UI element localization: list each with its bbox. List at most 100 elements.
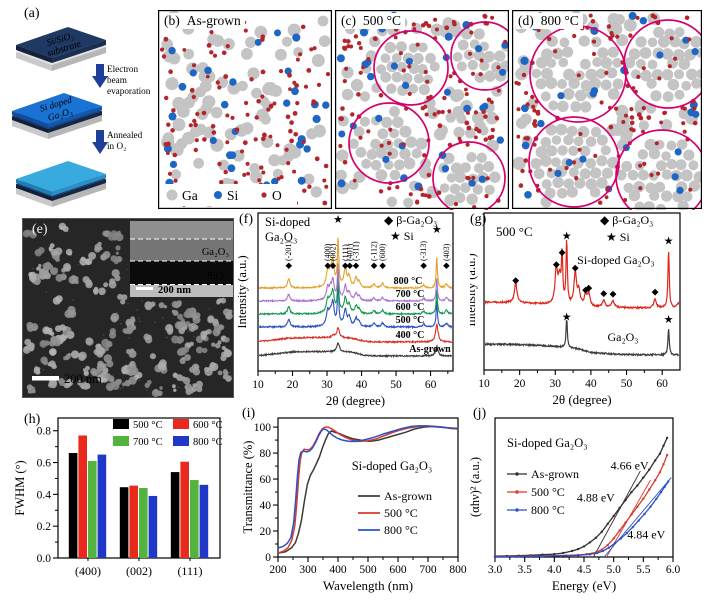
- curve-label: 600 °C: [396, 302, 425, 313]
- legend-beta-ga2o3: ◆ β-Ga₂O₃: [600, 213, 653, 227]
- bar-500°C: [119, 487, 129, 558]
- o-atom: [426, 95, 431, 100]
- ga-atom: [161, 38, 174, 51]
- slab-front-face: [16, 45, 52, 63]
- xrd-curve: [259, 282, 452, 330]
- ga-atom: [484, 184, 495, 195]
- bar-700°C: [190, 480, 199, 558]
- ga-atom: [661, 48, 674, 60]
- si-atom: [359, 28, 369, 37]
- o-atom: [434, 27, 439, 32]
- sem-grain: [130, 319, 135, 324]
- o-atom: [378, 189, 384, 194]
- curve-label: 700 °C: [396, 289, 425, 300]
- ga-atom: [464, 127, 476, 139]
- o-atom: [161, 54, 167, 59]
- sem-grain: [85, 365, 90, 371]
- scale-label: 200 nm: [64, 372, 102, 386]
- o-atom: [457, 136, 462, 141]
- data-marker: [600, 530, 603, 533]
- si-atom: [178, 82, 187, 91]
- sem-speckle: [208, 308, 211, 310]
- sem-grain: [202, 347, 208, 354]
- sem-grain: [36, 266, 40, 271]
- si-atom: [676, 186, 684, 194]
- inset-scale-bar: [136, 287, 153, 290]
- data-marker: [601, 549, 605, 553]
- bar-600°C: [78, 435, 87, 558]
- x-tick-label: 10: [252, 379, 264, 391]
- data-marker: [541, 555, 544, 558]
- si-atom: [656, 51, 664, 59]
- o-atom: [654, 141, 659, 146]
- sem-grain: [153, 388, 159, 394]
- sem-grain: [100, 255, 105, 260]
- sem-grain: [97, 360, 104, 368]
- sem-speckle: [120, 323, 122, 325]
- o-atom: [635, 15, 640, 20]
- o-atom: [288, 128, 293, 134]
- o-atom: [629, 107, 634, 112]
- sem-grain: [63, 264, 71, 272]
- si-atom: [229, 78, 237, 86]
- ga-atom: [420, 158, 432, 170]
- scale-bar: [32, 376, 59, 381]
- ga-atom: [691, 78, 702, 89]
- y-tick-label: 0.0: [37, 553, 52, 565]
- o-atom: [234, 127, 240, 132]
- o-atom: [437, 123, 443, 129]
- inset-ga2o3-label: Ga₂O₃: [202, 247, 229, 258]
- panel-letter-j: (j): [473, 406, 487, 421]
- x-tick-label: 5.0: [606, 564, 621, 576]
- x-axis-title: Wavelength (nm): [323, 578, 413, 593]
- sem-grain: [128, 324, 133, 328]
- o-atom: [357, 41, 362, 46]
- ga-atom: [452, 52, 463, 62]
- ga-atom: [650, 90, 662, 102]
- o-atom: [340, 106, 345, 111]
- ga-atom: [690, 36, 702, 48]
- ga-atom: [674, 27, 685, 38]
- ga-atom: [647, 37, 658, 48]
- sem-speckle: [49, 337, 51, 340]
- o-atom: [496, 65, 501, 70]
- sem-speckle: [116, 311, 118, 313]
- ga-atom: [597, 47, 609, 59]
- data-marker: [624, 521, 627, 524]
- o-atom: [636, 74, 641, 79]
- inset-top-band: [130, 221, 233, 239]
- ga-atom: [612, 57, 623, 68]
- o-atom: [166, 122, 171, 127]
- sem-grain: [195, 380, 203, 388]
- sem-grain: [185, 321, 191, 327]
- ga-atom: [681, 80, 692, 91]
- sem-grain: [115, 251, 119, 255]
- si-atom: [375, 114, 383, 122]
- bar-800°C: [148, 495, 158, 558]
- y-axis-title: Intensity (a.u.): [238, 255, 249, 328]
- ga-atom: [467, 59, 478, 71]
- o-atom: [465, 142, 470, 147]
- x-tick-label: 500: [359, 564, 377, 576]
- ga2o3-peak-diamond-icon: ◆: [559, 247, 566, 257]
- ga-atom: [544, 187, 556, 199]
- data-marker: [618, 506, 621, 510]
- sem-grain: [77, 380, 82, 384]
- o-atom: [483, 137, 488, 142]
- sem-grain: [121, 294, 128, 301]
- ga-atom: [391, 53, 402, 63]
- cluster-circle: [528, 116, 620, 208]
- o-atom: [289, 138, 294, 144]
- o-atom: [316, 82, 322, 87]
- sem-grain: [42, 326, 51, 335]
- o-atom: [166, 151, 170, 156]
- x-tick-label: 200: [269, 564, 287, 576]
- o-atom: [342, 160, 348, 165]
- o-atom: [193, 122, 198, 128]
- sem-speckle: [119, 388, 122, 390]
- sem-speckle: [193, 336, 195, 338]
- sem-grain: [223, 349, 232, 358]
- sem-grain: [80, 256, 86, 262]
- ga-atom: [657, 36, 670, 48]
